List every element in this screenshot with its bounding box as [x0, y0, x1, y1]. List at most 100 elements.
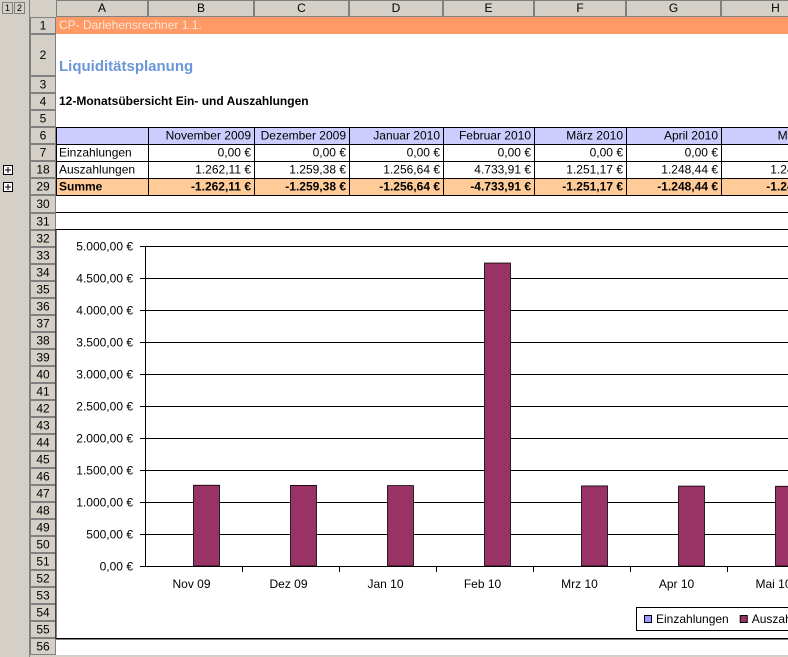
- row-header-label[interactable]: 40: [36, 368, 50, 382]
- row-header-label[interactable]: 37: [36, 317, 50, 331]
- column-header[interactable]: [148, 0, 254, 17]
- x-tick-label: Jan 10: [367, 577, 403, 591]
- outline-level-button[interactable]: [2, 2, 13, 14]
- row-header-label[interactable]: 2: [40, 48, 47, 62]
- row-header-label[interactable]: 41: [36, 385, 50, 399]
- row-header-label[interactable]: 4: [40, 95, 47, 109]
- row-header-label[interactable]: 34: [36, 266, 50, 280]
- column-header-label[interactable]: A: [98, 1, 106, 15]
- y-tick-label: 1.500,00 €: [76, 464, 133, 478]
- row-header-label[interactable]: 42: [36, 402, 50, 416]
- row-header-label[interactable]: 39: [36, 351, 50, 365]
- row-header-label[interactable]: 31: [36, 215, 50, 229]
- outline-level-button[interactable]: [14, 2, 25, 14]
- cell-value: 0,00 €: [407, 146, 441, 160]
- row-header-label[interactable]: 47: [36, 487, 50, 501]
- row-header-label[interactable]: 32: [36, 232, 50, 246]
- row-header-label[interactable]: 50: [36, 538, 50, 552]
- cell-value: 0,00 €: [498, 146, 532, 160]
- row-header-label[interactable]: 38: [36, 334, 50, 348]
- x-tick-label: Nov 09: [172, 577, 210, 591]
- month-header: Mai 2010: [778, 129, 788, 143]
- expand-button[interactable]: [3, 182, 13, 192]
- column-header-label[interactable]: G: [669, 1, 678, 15]
- column-header-label[interactable]: E: [484, 1, 492, 15]
- x-tick-label: Mrz 10: [561, 577, 598, 591]
- cell-value: 1.262,11 €: [195, 163, 251, 177]
- sheet-subheading: 12-Monatsübersicht Ein- und Auszahlungen: [59, 94, 309, 108]
- row-header[interactable]: [30, 110, 56, 127]
- column-header[interactable]: [626, 0, 721, 17]
- table-cell: [56, 127, 149, 145]
- sheet-heading: Liquiditätsplanung: [59, 58, 193, 75]
- row-header-label[interactable]: 18: [36, 163, 50, 177]
- legend-label: Auszahlungen: [752, 612, 788, 626]
- row-label: Einzahlungen: [59, 146, 132, 160]
- row-header[interactable]: [30, 17, 56, 34]
- row-header[interactable]: [30, 144, 56, 161]
- row-header[interactable]: [30, 638, 56, 655]
- y-tick-label: 4.000,00 €: [76, 304, 133, 318]
- row-header-label[interactable]: 52: [36, 572, 50, 586]
- cell-value: 0,00 €: [218, 146, 252, 160]
- row-header-label[interactable]: 45: [36, 453, 50, 467]
- column-header[interactable]: [534, 0, 626, 17]
- row-header[interactable]: [30, 161, 56, 178]
- row-header-label[interactable]: 6: [40, 129, 47, 143]
- cell-value: -1.259,38 €: [285, 180, 346, 194]
- column-header-label[interactable]: F: [576, 1, 583, 15]
- row-header-label[interactable]: 55: [36, 623, 50, 637]
- expand-button[interactable]: [3, 165, 13, 175]
- row-header-label[interactable]: 35: [36, 283, 50, 297]
- y-tick-label: 2.500,00 €: [76, 400, 133, 414]
- row-header-label[interactable]: 51: [36, 555, 50, 569]
- column-header-label[interactable]: B: [197, 1, 205, 15]
- row-header[interactable]: [30, 178, 56, 195]
- y-tick-label: 0,00 €: [100, 560, 134, 574]
- row-header-label[interactable]: 44: [36, 436, 50, 450]
- column-header[interactable]: [443, 0, 534, 17]
- title-bar-text: CP- Darlehensrechner 1.1.: [59, 18, 202, 32]
- row-header-label[interactable]: 53: [36, 589, 50, 603]
- bar: [678, 485, 705, 567]
- column-header-label[interactable]: H: [771, 1, 780, 15]
- cell-value: 1.256,64 €: [383, 163, 440, 177]
- column-header-label[interactable]: D: [392, 1, 401, 15]
- row-header-label[interactable]: 46: [36, 470, 50, 484]
- bar: [387, 485, 414, 567]
- bar: [484, 262, 511, 567]
- row-header-label[interactable]: 5: [40, 112, 47, 126]
- column-header[interactable]: [56, 0, 148, 17]
- row-header[interactable]: [30, 76, 56, 93]
- column-header[interactable]: [254, 0, 349, 17]
- bar: [581, 485, 608, 567]
- column-header-label[interactable]: C: [297, 1, 306, 15]
- row-header[interactable]: [30, 213, 56, 230]
- row-header-label[interactable]: 7: [40, 146, 47, 160]
- row-header-label[interactable]: 3: [40, 78, 47, 92]
- row-header-label[interactable]: 56: [36, 640, 50, 654]
- row-header-label[interactable]: 48: [36, 504, 50, 518]
- row-header-label[interactable]: 49: [36, 521, 50, 535]
- row-header[interactable]: [30, 34, 56, 76]
- row-header-label[interactable]: 54: [36, 606, 50, 620]
- row-header-label[interactable]: 43: [36, 419, 50, 433]
- column-header[interactable]: [349, 0, 443, 17]
- row-header-label[interactable]: 1: [40, 19, 47, 33]
- row-header[interactable]: [30, 195, 56, 213]
- row-header-label[interactable]: 29: [36, 180, 50, 194]
- row-header[interactable]: [30, 127, 56, 144]
- column-header[interactable]: [721, 0, 788, 17]
- bar: [775, 485, 788, 567]
- x-tick-label: Feb 10: [464, 577, 502, 591]
- outline-level-label[interactable]: 1: [5, 3, 10, 13]
- row-header[interactable]: [30, 93, 56, 110]
- row-header-label[interactable]: 30: [36, 197, 50, 211]
- cell-value: 1.259,38 €: [289, 163, 346, 177]
- legend-swatch: [644, 615, 652, 623]
- row-header-label[interactable]: 36: [36, 300, 50, 314]
- row-header-label[interactable]: 33: [36, 249, 50, 263]
- cell-value: 4.733,91 €: [474, 163, 531, 177]
- outline-level-label[interactable]: 2: [17, 3, 22, 13]
